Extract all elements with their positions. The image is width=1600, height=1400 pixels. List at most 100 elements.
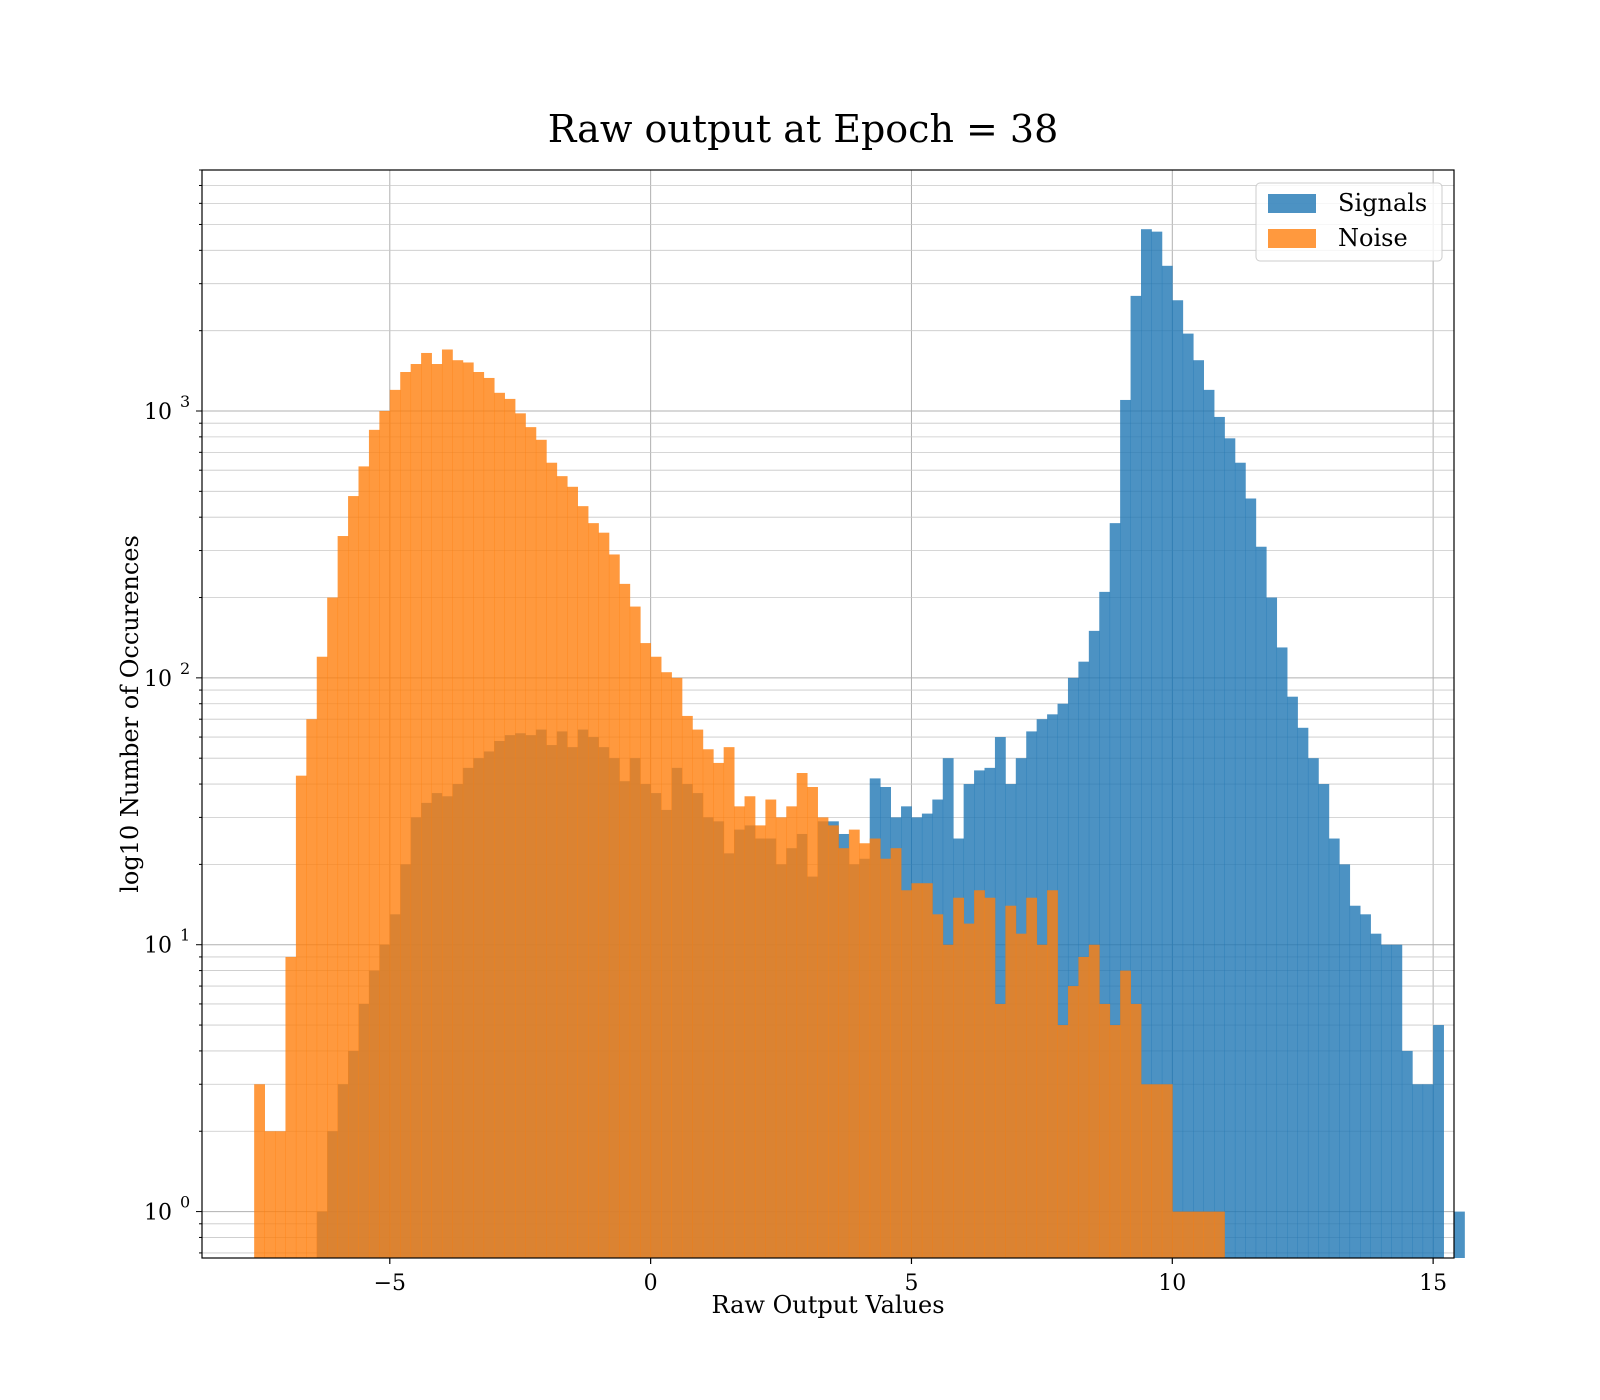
- y-tick-exponent: 1: [180, 926, 190, 945]
- bar-signals: [1057, 703, 1069, 1258]
- legend: Signals Noise: [1255, 182, 1443, 262]
- bar-signals: [1412, 1084, 1424, 1258]
- bar-noise: [1214, 1211, 1225, 1258]
- bar-noise: [984, 897, 996, 1258]
- bar-signals: [1349, 905, 1361, 1258]
- y-tick-label: 10: [144, 400, 172, 425]
- bar-noise: [462, 362, 474, 1259]
- x-tick-label: −5: [374, 1271, 406, 1296]
- bar-noise: [765, 799, 777, 1258]
- bar-noise: [1067, 986, 1079, 1258]
- legend-label-signals: Signals: [1338, 189, 1427, 217]
- bar-signals: [1360, 914, 1371, 1258]
- bar-noise: [441, 349, 453, 1258]
- bar-signals: [1391, 944, 1403, 1258]
- bar-signals: [1339, 864, 1351, 1258]
- bar-noise: [817, 817, 829, 1258]
- bar-noise: [890, 848, 902, 1258]
- chart-title: Raw output at Epoch = 38: [548, 107, 1059, 151]
- bar-noise: [640, 643, 652, 1258]
- x-tick-label: 5: [904, 1271, 918, 1296]
- bar-noise: [953, 897, 965, 1258]
- bar-noise: [1161, 1084, 1173, 1258]
- bar-noise: [963, 923, 975, 1258]
- bar-noise: [942, 944, 954, 1258]
- bar-signals: [994, 737, 1006, 1258]
- bar-noise: [577, 506, 589, 1259]
- bar-noise: [661, 672, 672, 1258]
- bar-signals: [1422, 1084, 1434, 1258]
- histogram-bars: [254, 229, 1465, 1259]
- bar-noise: [754, 825, 766, 1258]
- bar-noise: [348, 496, 359, 1258]
- bar-noise: [723, 747, 735, 1258]
- bar-noise: [1193, 1211, 1204, 1258]
- bar-signals: [1088, 630, 1100, 1258]
- bar-noise: [410, 364, 422, 1258]
- bar-noise: [911, 883, 923, 1258]
- bar-noise: [515, 413, 526, 1258]
- bar-noise: [1015, 933, 1027, 1258]
- bar-noise: [379, 411, 391, 1258]
- bar-noise: [368, 429, 380, 1258]
- y-tick-label: 10: [144, 667, 172, 692]
- bar-noise: [974, 890, 985, 1258]
- y-tick-exponent: 3: [180, 392, 190, 411]
- bar-noise: [1130, 1003, 1142, 1258]
- bar-noise: [556, 476, 568, 1258]
- bar-signals: [1297, 727, 1309, 1258]
- bar-signals: [1161, 265, 1173, 1258]
- bar-noise: [901, 890, 912, 1258]
- y-axis-ticks: 10 0 10 1 10 2 10 3: [144, 169, 202, 1254]
- bar-noise: [786, 806, 798, 1258]
- bar-noise: [400, 372, 412, 1259]
- bar-signals: [1141, 229, 1152, 1258]
- bar-noise: [337, 536, 349, 1258]
- bar-signals: [1109, 523, 1121, 1258]
- bar-noise: [629, 606, 641, 1258]
- bar-signals: [1245, 498, 1257, 1258]
- bar-noise: [828, 825, 839, 1258]
- bar-signals: [1287, 696, 1298, 1258]
- bar-noise: [1182, 1211, 1194, 1258]
- bar-signals: [1276, 647, 1288, 1258]
- bar-noise: [1109, 1025, 1121, 1258]
- bar-noise: [692, 729, 704, 1258]
- bar-noise: [254, 1084, 265, 1258]
- bar-noise: [994, 1003, 1006, 1258]
- bar-noise: [535, 439, 547, 1258]
- x-axis-label: Raw Output Values: [711, 1291, 944, 1319]
- bar-noise: [1172, 1211, 1184, 1258]
- series-noise: [254, 349, 1225, 1259]
- y-tick-exponent: 0: [180, 1193, 190, 1212]
- bar-signals: [1401, 1050, 1413, 1258]
- y-tick-label: 10: [144, 934, 172, 959]
- bar-noise: [588, 523, 599, 1258]
- bar-noise: [859, 843, 871, 1258]
- bar-signals: [1193, 360, 1204, 1259]
- bar-noise: [431, 364, 443, 1258]
- bar-noise: [504, 398, 516, 1258]
- legend-label-noise: Noise: [1338, 224, 1408, 252]
- bar-noise: [285, 956, 297, 1258]
- y-tick-exponent: 2: [180, 659, 190, 678]
- bar-noise: [681, 715, 693, 1258]
- bar-signals: [1255, 546, 1267, 1258]
- bar-noise: [619, 583, 631, 1258]
- x-tick-label: 0: [644, 1271, 658, 1296]
- bar-signals: [1370, 933, 1382, 1258]
- bar-signals: [1099, 591, 1111, 1258]
- bar-noise: [1141, 1084, 1152, 1258]
- bar-noise: [1078, 956, 1090, 1258]
- bar-noise: [1026, 897, 1038, 1258]
- bar-noise: [452, 360, 464, 1259]
- bar-noise: [546, 462, 558, 1258]
- bar-signals: [1224, 438, 1236, 1259]
- bar-noise: [702, 749, 714, 1258]
- bar-noise: [264, 1131, 276, 1258]
- bar-noise: [567, 486, 578, 1258]
- bar-noise: [734, 806, 745, 1258]
- x-tick-label: 15: [1419, 1271, 1447, 1296]
- bar-noise: [807, 786, 818, 1258]
